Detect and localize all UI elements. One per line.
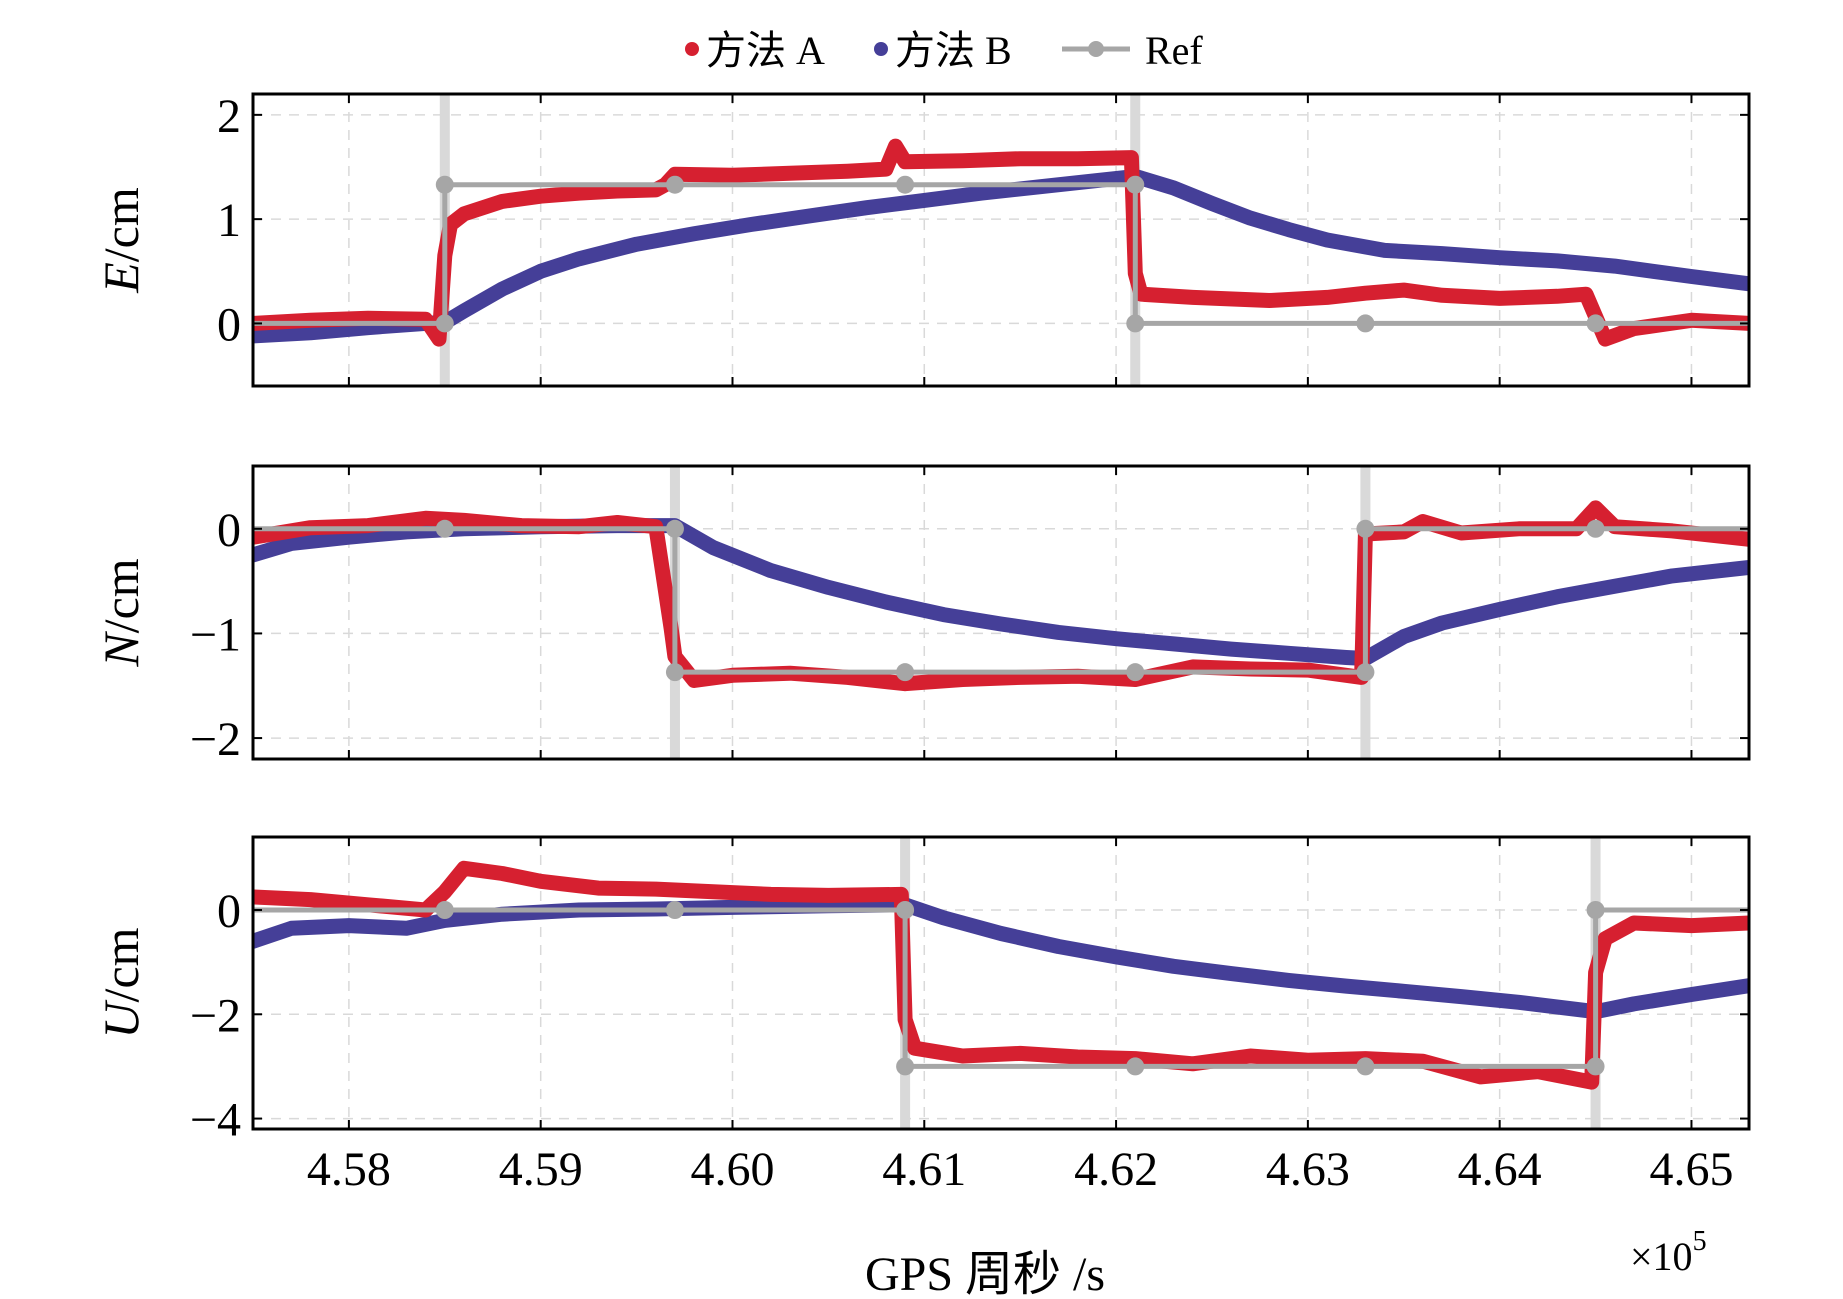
series-method-a-E xyxy=(253,138,1749,347)
ref-marker-E-2 xyxy=(665,175,684,194)
ref-marker-N-0 xyxy=(435,519,454,538)
ref-marker-U-0 xyxy=(435,901,454,919)
y-axis-label-var-E: E xyxy=(93,262,149,294)
panel-U: −4 −2 0 U/cm xyxy=(93,835,1751,1147)
ytick-label-U-2: 0 xyxy=(217,885,241,938)
plot-area-U xyxy=(253,837,1749,1129)
series-method-a-U xyxy=(253,860,1749,1090)
ref-marker-E-6 xyxy=(1356,314,1375,333)
y-axis-label-E: E/cm xyxy=(93,187,149,294)
axes-box-U xyxy=(251,835,1751,1131)
panel-E: 0 1 2 E/cm xyxy=(93,90,1751,388)
ref-marker-N-7 xyxy=(1586,519,1605,538)
xtick-label-3: 4.61 xyxy=(882,1143,966,1196)
ref-marker-N-6 xyxy=(1356,519,1375,538)
legend-label-ref: Ref xyxy=(1145,28,1203,73)
ytick-label-E-2: 2 xyxy=(217,90,241,143)
series-method-b-U xyxy=(253,897,1749,1020)
ytick-label-U-1: −2 xyxy=(190,989,241,1042)
ytick-label-N-1: −1 xyxy=(190,608,241,661)
legend-label-method-b: 方法 B xyxy=(895,28,1012,73)
series-ref-N xyxy=(253,526,1749,675)
ref-marker-N-2 xyxy=(665,663,684,682)
axes-box-N xyxy=(251,464,1751,761)
ref-marker-U-5 xyxy=(1356,1057,1375,1076)
ytick-label-E-0: 0 xyxy=(217,298,241,351)
xtick-label-7: 4.65 xyxy=(1649,1143,1733,1196)
x-axis-label: GPS 周秒 /s xyxy=(865,1248,1105,1299)
panel-N: −2 −1 0 N/cm xyxy=(93,464,1751,766)
ytick-label-U-0: −4 xyxy=(190,1094,241,1147)
ref-marker-N-4 xyxy=(1126,663,1145,682)
x-axis: 4.58 4.59 4.60 4.61 4.62 4.63 4.64 4.65 xyxy=(307,1143,1734,1196)
y-axis-label-unit-E: /cm xyxy=(93,187,149,262)
legend: 方法 A 方法 B Ref xyxy=(685,28,1203,73)
legend-dot-method-b xyxy=(874,42,888,56)
ref-marker-E-4 xyxy=(1126,175,1145,194)
ref-marker-E-3 xyxy=(896,175,915,194)
y-axis-label-unit-U: /cm xyxy=(93,927,149,1002)
ref-marker-E-7 xyxy=(1586,314,1605,333)
x-scale-exponent: 5 xyxy=(1693,1226,1707,1257)
legend-marker-ref xyxy=(1088,41,1104,57)
series-method-b-E xyxy=(253,168,1749,344)
ytick-label-N-0: −2 xyxy=(190,713,241,766)
y-axis-label-var-U: U xyxy=(93,1000,149,1039)
axes-box-E xyxy=(251,92,1751,388)
y-axis-label-U: U/cm xyxy=(93,927,149,1038)
legend-label-method-a: 方法 A xyxy=(706,28,825,73)
xtick-label-1: 4.59 xyxy=(499,1143,583,1196)
ytick-label-N-2: 0 xyxy=(217,504,241,557)
ref-marker-U-6 xyxy=(1586,1057,1605,1076)
ref-marker-E-1 xyxy=(435,175,454,194)
ref-marker-U-2 xyxy=(896,901,915,919)
xtick-label-4: 4.62 xyxy=(1074,1143,1158,1196)
plot-area-N xyxy=(253,466,1749,759)
ref-marker-N-1 xyxy=(665,519,684,538)
ref-marker-U-1 xyxy=(665,901,684,919)
x-scale-label: ×105 xyxy=(1630,1226,1707,1279)
series-ref-U xyxy=(253,907,1749,1069)
y-axis-label-unit-N: /cm xyxy=(93,558,149,633)
ref-marker-U-4 xyxy=(1126,1057,1145,1076)
y-axis-label-var-N: N xyxy=(93,631,149,668)
y-axis-label-N: N/cm xyxy=(93,558,149,667)
ref-marker-N-5 xyxy=(1356,663,1375,682)
series-ref-E xyxy=(253,182,1749,326)
ref-marker-U-7 xyxy=(1586,901,1605,919)
xtick-label-6: 4.64 xyxy=(1458,1143,1542,1196)
series-method-b-N xyxy=(253,518,1749,666)
legend-dot-method-a xyxy=(685,42,699,56)
ref-marker-E-0 xyxy=(435,314,454,333)
ref-marker-E-5 xyxy=(1126,314,1145,333)
xtick-label-5: 4.63 xyxy=(1266,1143,1350,1196)
xtick-label-2: 4.60 xyxy=(690,1143,774,1196)
plot-area-E xyxy=(253,94,1749,386)
xtick-label-0: 4.58 xyxy=(307,1143,391,1196)
x-scale-base: ×10 xyxy=(1630,1234,1693,1279)
ref-marker-U-3 xyxy=(896,1057,915,1076)
ref-marker-N-3 xyxy=(896,663,915,682)
ytick-label-E-1: 1 xyxy=(217,194,241,247)
